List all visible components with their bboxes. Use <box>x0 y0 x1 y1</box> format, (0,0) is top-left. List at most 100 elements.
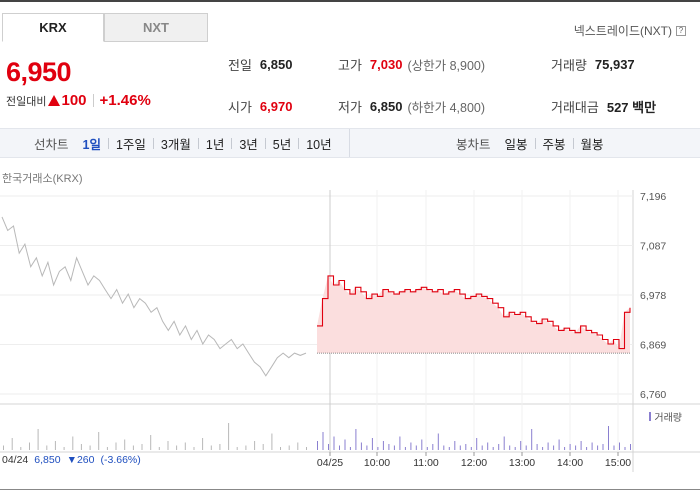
tab-1y[interactable]: 1년 <box>205 137 225 152</box>
help-icon[interactable]: ? <box>676 25 686 36</box>
tab-daily-candle[interactable]: 일봉 <box>504 137 528 152</box>
volume-bar-today <box>608 426 609 450</box>
today-line <box>317 275 631 350</box>
stat-volume: 거래량 75,937 <box>551 55 635 74</box>
prev-day-pct: (-3.66%) <box>100 454 141 466</box>
volume-bar-today <box>415 445 417 450</box>
intraday-chart[interactable]: 7,196 7,087 6,978 6,869 6,760 04/25 10:00 11:00… <box>0 180 700 480</box>
nxt-link-label[interactable]: 넥스트레이드(NXT) <box>573 24 672 38</box>
stat-value: 527 백만 <box>606 100 657 115</box>
tab-3y[interactable]: 3년 <box>239 137 258 152</box>
y-tick-label: 7,196 <box>640 191 666 203</box>
tab-1w[interactable]: 1주일 <box>115 137 146 152</box>
volume-bar-today <box>437 433 439 450</box>
tab-3m[interactable]: 3개월 <box>160 137 191 152</box>
nxt-link[interactable]: 넥스트레이드(NXT) ? <box>574 22 686 39</box>
x-tick-label: 12:00 <box>461 457 487 469</box>
volume-bar-today <box>481 445 483 450</box>
volume-bar-prev <box>63 447 65 450</box>
volume-bar-prev <box>306 447 307 450</box>
volume-bar-prev <box>236 447 238 450</box>
volume-bar-today <box>569 444 571 450</box>
volume-bar-today <box>465 444 467 450</box>
volume-bar-today <box>580 441 582 450</box>
volume-bar-prev <box>11 438 13 450</box>
tab-nxt[interactable]: NXT <box>104 13 208 42</box>
stat-trade-value: 거래대금 527 백만 <box>551 97 656 116</box>
volume-bar-prev <box>20 447 22 450</box>
volume-bar-prev <box>210 445 212 450</box>
volume-bar-today <box>498 444 500 450</box>
volume-legend: 거래량 <box>649 409 682 424</box>
tab-5y[interactable]: 5년 <box>272 137 292 152</box>
volume-bar-prev <box>29 442 30 450</box>
volume-bar-today <box>393 445 395 450</box>
volume-bar-today <box>591 442 593 450</box>
volume-bar-today <box>377 447 379 450</box>
line-chart-heading: 선차트 <box>34 137 69 152</box>
volume-bar-today <box>339 445 340 450</box>
candle-chart-heading: 봉차트 <box>456 137 491 152</box>
stat-label: 전일 <box>228 58 252 73</box>
volume-bar-today <box>613 445 615 450</box>
volume-bar-prev <box>115 442 117 450</box>
volume-legend-label: 거래량 <box>654 413 682 424</box>
x-tick-label: 13:00 <box>509 457 535 469</box>
volume-bar-today <box>586 447 588 450</box>
stat-label: 시가 <box>228 100 252 115</box>
tab-group-divider <box>349 129 350 157</box>
volume-bar-prev <box>297 442 299 450</box>
stat-value: 7,030 <box>369 57 403 72</box>
stat-open: 시가 6,970 <box>228 97 292 116</box>
volume-bar-prev <box>3 445 4 450</box>
volume-bar-prev <box>184 442 186 450</box>
tab-krx[interactable]: KRX <box>2 13 104 42</box>
volume-bar-today <box>531 429 533 450</box>
tab-monthly-candle[interactable]: 월봉 <box>580 137 604 152</box>
stat-high: 고가 7,030 (상한가 8,900) <box>338 55 485 74</box>
volume-bar-prev <box>158 447 160 450</box>
volume-bar-today <box>399 436 401 450</box>
volume-bar-today <box>404 447 406 450</box>
previous-day-info: 04/24 6,850 ▼260 (-3.66%) <box>2 454 141 466</box>
volume-bar-today <box>317 441 318 450</box>
tab-10y[interactable]: 10년 <box>306 137 332 152</box>
stat-label: 거래량 <box>551 58 587 73</box>
volume-bar-prev <box>245 445 247 450</box>
volume-bar-today <box>322 432 324 450</box>
stat-value: 6,850 <box>259 57 293 72</box>
volume-bar-today <box>382 441 384 450</box>
upper-limit: (상한가 8,900) <box>407 59 486 73</box>
volume-bar-prev <box>167 441 169 450</box>
volume-bar-today <box>602 444 604 450</box>
volume-bar-today <box>426 447 428 450</box>
exchange-label: 한국거래소(KRX) <box>2 173 83 185</box>
volume-bar-today <box>564 447 566 450</box>
volume-bar-prev <box>202 438 204 450</box>
stat-label: 저가 <box>338 100 362 115</box>
tab-1d[interactable]: 1일 <box>82 137 101 152</box>
volume-bar-today <box>553 445 555 450</box>
volume-swatch <box>649 412 652 421</box>
volume-bar-today <box>630 444 631 450</box>
volume-bar-prev <box>106 447 108 450</box>
volume-bar-prev <box>80 444 82 450</box>
change-amount: 100 <box>61 92 87 109</box>
tab-weekly-candle[interactable]: 주봉 <box>542 137 566 152</box>
volume-bar-today <box>624 447 626 450</box>
volume-bar-prev <box>228 423 230 450</box>
volume-bar-prev <box>262 444 264 450</box>
volume-bar-prev <box>141 444 143 450</box>
change-percent: +1.46% <box>99 92 151 109</box>
y-tick-label: 6,760 <box>640 389 666 401</box>
volume-bar-today <box>619 442 620 450</box>
volume-bar-prev <box>132 445 134 450</box>
chart-period-bar: 선차트 1일 1주일 3개월 1년 3년 5년 10년 봉차트 일봉 주봉 월봉 <box>0 128 700 158</box>
prev-day-date: 04/24 <box>2 454 29 466</box>
volume-bar-today <box>558 439 560 450</box>
volume-bar-today <box>443 445 445 450</box>
volume-bar-today <box>448 447 450 450</box>
volume-bar-today <box>470 447 472 450</box>
volume-bar-today <box>492 447 494 450</box>
volume-bar-today <box>542 447 544 450</box>
